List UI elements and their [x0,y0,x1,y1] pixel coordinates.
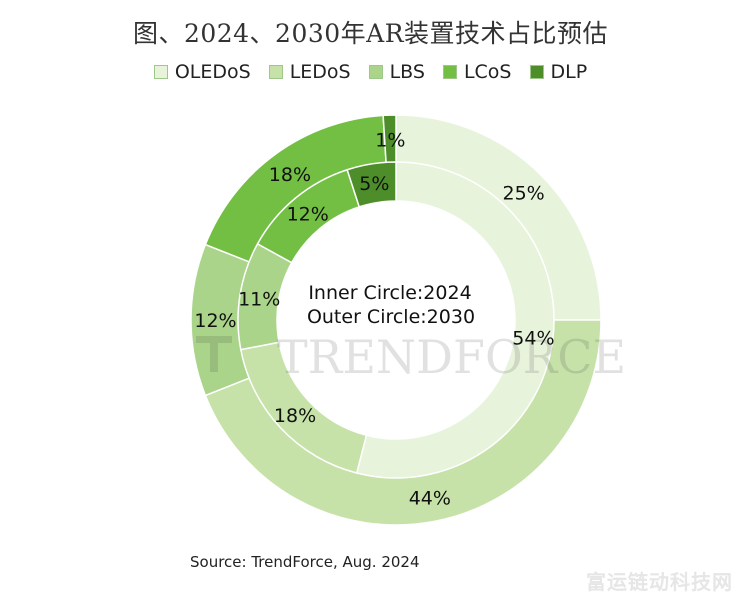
inner-slice-dlp [346,161,397,208]
site-watermark: 富运链动科技网 [586,570,733,594]
legend-item-dlp: DLP [529,61,588,83]
outer-label-oledos: 25% [503,182,545,204]
legend-swatch-ledos [268,65,283,79]
inner-label-lcos: 12% [287,203,329,225]
outer-label-dlp: 1% [375,130,405,152]
outer-label-lbs: 12% [194,310,236,332]
legend-label-oledos: OLEDoS [174,61,251,83]
source-note: Source: TrendForce, Aug. 2024 [190,553,420,571]
chart-title: 图、2024、2030年AR装置技术占比预估 [132,19,609,48]
trendforce-logo-icon [196,336,232,372]
outer-label-ledos: 44% [409,487,451,509]
center-text-outer: Outer Circle:2030 [307,306,475,328]
legend-label-ledos: LEDoS [289,61,351,83]
chart-legend: OLEDoS LEDoS LBS LCoS DLP [0,61,741,83]
legend-swatch-dlp [529,65,544,79]
legend-item-oledos: OLEDoS [153,61,251,83]
data-labels-group: 25%44%12%18%1%54%18%11%12%5% [194,130,554,510]
rings-group [190,114,602,526]
inner-label-ledos: 18% [274,405,316,427]
legend-swatch-lbs [368,65,383,79]
legend-item-ledos: LEDoS [268,61,351,83]
legend-item-lbs: LBS [368,61,425,83]
inner-label-dlp: 5% [359,173,389,195]
trendforce-watermark: TRENDFORCE [196,330,626,384]
legend-swatch-oledos [153,65,168,79]
legend-item-lcos: LCoS [442,61,512,83]
inner-label-oledos: 54% [512,327,554,349]
legend-label-lcos: LCoS [463,61,512,83]
center-text-inner: Inner Circle:2024 [308,282,471,304]
outer-label-lcos: 18% [269,164,311,186]
inner-slice-oledos [355,161,555,479]
inner-label-lbs: 11% [238,288,280,310]
legend-label-lbs: LBS [389,61,425,83]
legend-label-dlp: DLP [550,61,588,83]
legend-swatch-lcos [442,65,457,79]
trendforce-watermark-text: TRENDFORCE [277,330,626,384]
